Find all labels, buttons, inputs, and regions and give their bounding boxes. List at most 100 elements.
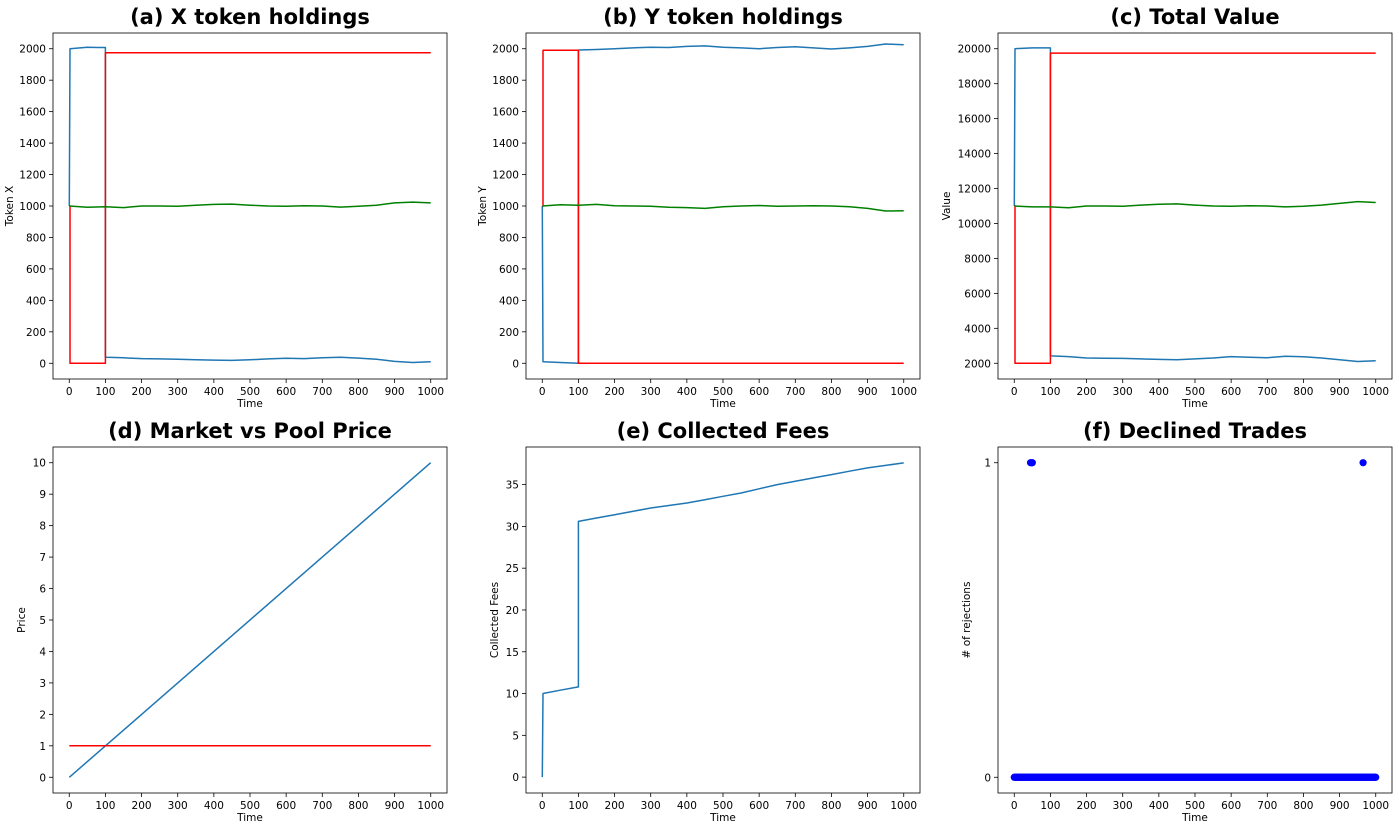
x-tick-label: 400: [204, 800, 224, 812]
plot-frame: [525, 32, 921, 380]
x-tick-label: 1000: [1362, 800, 1389, 812]
x-tick-label: 900: [858, 800, 878, 812]
y-tick-label: 10: [33, 458, 46, 470]
y-axis-label: Collected Fees: [489, 582, 501, 658]
y-tick-label: 4: [39, 646, 46, 658]
y-tick-label: 1200: [19, 170, 46, 182]
x-tick-label: 700: [312, 800, 332, 812]
x-tick-label: 600: [749, 386, 769, 398]
x-axis-label: Time: [1181, 812, 1208, 824]
x-tick-label: 100: [1040, 386, 1060, 398]
x-tick-label: 200: [605, 386, 625, 398]
x-tick-label: 200: [605, 800, 625, 812]
series-line-2: [1014, 200, 1376, 209]
y-tick-label: 0: [512, 358, 519, 370]
x-tick-label: 700: [785, 800, 805, 812]
x-axis-label: Time: [709, 812, 736, 824]
scatter-point: [1028, 459, 1036, 467]
x-tick-label: 900: [385, 386, 405, 398]
y-tick-label: 200: [499, 327, 519, 339]
y-tick-label: 30: [506, 521, 519, 533]
chart-title: (f) Declined Trades: [1083, 419, 1307, 443]
y-tick-label: 1800: [492, 75, 519, 87]
x-tick-label: 100: [1040, 800, 1060, 812]
x-tick-label: 1000: [417, 386, 444, 398]
y-tick-label: 0: [39, 358, 46, 370]
chart-panel-0: (a) X token holdings 0 100 200 300 400 500 600 7…: [4, 5, 448, 410]
x-tick-label: 500: [240, 800, 260, 812]
chart-panel-1: (b) Y token holdings 0 100 200 300 400 500 600 7…: [477, 5, 921, 410]
chart-title: (d) Market vs Pool Price: [108, 419, 392, 443]
chart-title: (a) X token holdings: [130, 5, 370, 29]
x-tick-label: 700: [312, 386, 332, 398]
y-tick-label: 8000: [964, 253, 991, 265]
plot-frame: [52, 32, 448, 380]
series-line-0: [68, 46, 431, 364]
x-tick-label: 200: [132, 386, 152, 398]
y-tick-label: 7: [39, 552, 46, 564]
x-tick-label: 1000: [890, 800, 917, 812]
x-tick-label: 1000: [417, 800, 444, 812]
y-tick-label: 400: [499, 295, 519, 307]
series-line-2: [69, 201, 431, 209]
y-tick-label: 20: [506, 605, 519, 617]
x-tick-label: 700: [1257, 800, 1277, 812]
x-tick-label: 0: [66, 386, 73, 398]
x-tick-label: 300: [641, 386, 661, 398]
x-tick-label: 400: [1149, 386, 1169, 398]
y-tick-label: 1000: [492, 201, 519, 213]
y-tick-label: 3: [39, 678, 46, 690]
x-axis-label: Time: [709, 398, 736, 410]
x-tick-label: 800: [821, 386, 841, 398]
x-tick-label: 800: [821, 800, 841, 812]
y-tick-label: 6: [39, 584, 46, 596]
y-tick-label: 9: [39, 489, 46, 501]
y-tick-label: 1200: [492, 170, 519, 182]
plot-frame: [997, 446, 1393, 794]
y-tick-label: 0: [512, 772, 519, 784]
x-axis-label: Time: [236, 812, 263, 824]
y-tick-label: 800: [26, 232, 46, 244]
series-line-2: [542, 203, 904, 212]
x-tick-label: 600: [1221, 800, 1241, 812]
x-tick-label: 800: [348, 386, 368, 398]
x-tick-label: 500: [1185, 386, 1205, 398]
x-tick-label: 900: [385, 800, 405, 812]
y-tick-label: 6000: [964, 288, 991, 300]
x-tick-label: 0: [1011, 386, 1018, 398]
scatter-point: [1372, 773, 1380, 781]
x-tick-label: 200: [132, 800, 152, 812]
series-line-0: [541, 462, 904, 778]
y-tick-label: 1400: [492, 138, 519, 150]
x-tick-label: 900: [858, 386, 878, 398]
x-tick-label: 0: [1011, 800, 1018, 812]
x-tick-label: 200: [1077, 800, 1097, 812]
y-tick-label: 8: [39, 521, 46, 533]
x-tick-label: 500: [713, 800, 733, 812]
y-tick-label: 16000: [958, 114, 991, 126]
x-tick-label: 500: [240, 386, 260, 398]
x-tick-label: 600: [749, 800, 769, 812]
y-tick-label: 400: [26, 295, 46, 307]
y-tick-label: 0: [984, 772, 991, 784]
y-tick-label: 5: [39, 615, 46, 627]
y-tick-label: 1400: [19, 138, 46, 150]
x-tick-label: 300: [1113, 800, 1133, 812]
y-tick-label: 1000: [19, 201, 46, 213]
y-tick-label: 800: [499, 232, 519, 244]
y-axis-label: Token Y: [477, 186, 489, 227]
x-tick-label: 100: [568, 800, 588, 812]
y-tick-label: 1600: [19, 107, 46, 119]
x-tick-label: 800: [348, 800, 368, 812]
x-tick-label: 400: [677, 386, 697, 398]
x-tick-label: 400: [677, 800, 697, 812]
x-tick-label: 600: [276, 800, 296, 812]
chart-title: (c) Total Value: [1110, 5, 1279, 29]
series-line-0: [541, 43, 904, 365]
x-tick-label: 800: [1293, 800, 1313, 812]
x-tick-label: 100: [95, 800, 115, 812]
y-tick-label: 2000: [492, 44, 519, 56]
x-tick-label: 0: [539, 800, 546, 812]
x-tick-label: 200: [1077, 386, 1097, 398]
